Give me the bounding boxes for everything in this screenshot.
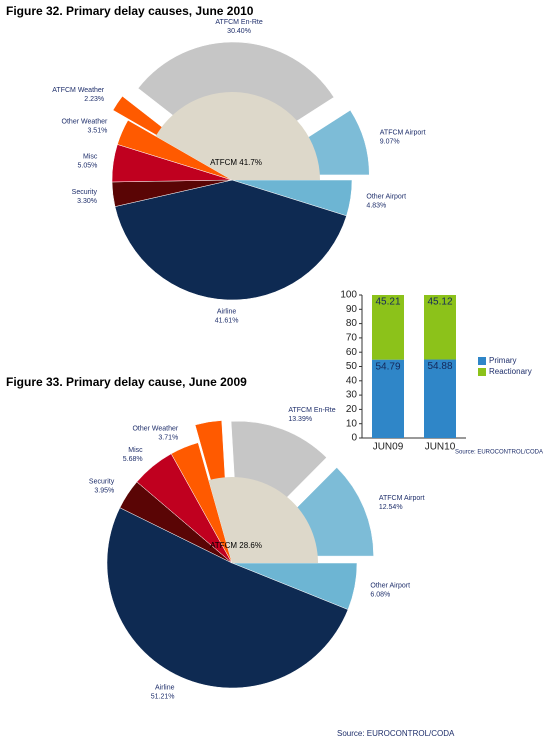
- figure-title: Figure 33. Primary delay cause, June 200…: [6, 375, 247, 389]
- bar-value: 54.88: [427, 361, 452, 372]
- slice-value: 41.61%: [215, 318, 239, 325]
- slice-value: 9.07%: [380, 139, 400, 146]
- bar-value: 45.12: [427, 297, 452, 308]
- slice-label: ATFCM En-Rte: [288, 407, 335, 414]
- slice-label: Airline: [155, 685, 175, 692]
- slice-label: ATFCM Airport: [380, 130, 426, 137]
- figure-title: Figure 32. Primary delay causes, June 20…: [6, 4, 254, 18]
- center-label: ATFCM 41.7%: [210, 158, 262, 167]
- slice-label: ATFCM Airport: [379, 495, 425, 502]
- legend-label: Reactionary: [489, 367, 532, 376]
- slice-label: Other Airport: [370, 583, 410, 590]
- bar-value: 54.79: [375, 361, 400, 372]
- bar-segment: [372, 359, 404, 438]
- slice-label: Security: [89, 478, 115, 485]
- pie-slice: [106, 507, 349, 689]
- x-tick-label: JUN10: [425, 442, 456, 453]
- y-tick-label: 60: [346, 347, 358, 358]
- slice-value: 5.68%: [123, 456, 143, 463]
- bar-segment: [424, 295, 456, 360]
- slice-label: Misc: [83, 154, 98, 161]
- slice-value: 3.30%: [77, 198, 97, 205]
- pie-slice: [117, 119, 233, 181]
- atfcm-core: [208, 477, 318, 563]
- slice-value: 6.08%: [370, 592, 390, 599]
- slice-value: 4.83%: [366, 202, 386, 209]
- atfcm-core: [155, 92, 320, 180]
- slice-value: 13.39%: [288, 416, 312, 423]
- y-tick-label: 30: [346, 390, 358, 401]
- slice-label: ATFCM Weather: [52, 87, 105, 94]
- slice-value: 12.54%: [379, 504, 403, 511]
- slice-value: 3.71%: [158, 434, 178, 441]
- slice-label: Other Weather: [62, 118, 108, 125]
- pie-slice: [170, 442, 233, 564]
- y-tick-label: 80: [346, 318, 358, 329]
- y-tick-label: 0: [351, 433, 357, 444]
- slice-value: 3.95%: [94, 487, 114, 494]
- x-tick-label: JUN09: [373, 442, 404, 453]
- y-tick-label: 20: [346, 404, 358, 415]
- chart-source: Source: EUROCONTROL/CODA: [455, 450, 543, 456]
- slice-label: Airline: [217, 309, 237, 316]
- bar-value: 45.21: [375, 297, 400, 308]
- legend-swatch: [478, 368, 486, 376]
- slice-value: 5.05%: [78, 163, 98, 170]
- y-tick-label: 50: [346, 361, 358, 372]
- slice-value: 2.23%: [84, 96, 104, 103]
- slice-value: 3.51%: [87, 127, 107, 134]
- source: Source: EUROCONTROL/CODA: [337, 729, 455, 738]
- slice-label: Other Airport: [366, 193, 406, 200]
- legend-swatch: [478, 357, 486, 365]
- legend-label: Primary: [489, 356, 517, 365]
- bar-segment: [424, 359, 456, 438]
- bar-segment: [372, 295, 404, 360]
- slice-value: 30.40%: [227, 28, 251, 35]
- y-tick-label: 90: [346, 304, 358, 315]
- y-tick-label: 10: [346, 418, 358, 429]
- y-tick-label: 100: [340, 290, 357, 301]
- slice-label: Misc: [128, 447, 143, 454]
- pie-slice: [114, 179, 347, 301]
- slice-label: Security: [72, 189, 98, 196]
- y-tick-label: 40: [346, 375, 358, 386]
- center-label: ATFCM 28.6%: [210, 541, 262, 550]
- slice-value: 51.21%: [151, 694, 175, 701]
- slice-label: ATFCM En-Rte: [215, 19, 262, 26]
- slice-label: Other Weather: [132, 425, 178, 432]
- y-tick-label: 70: [346, 333, 358, 344]
